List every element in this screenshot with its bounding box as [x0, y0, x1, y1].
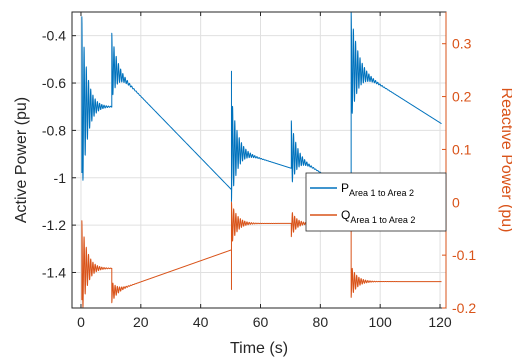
y-right-tick-label: 0.2 [452, 89, 472, 105]
plot-frame [71, 11, 447, 309]
series-line-active-power [81, 11, 442, 202]
x-axis-label: Time (s) [230, 340, 288, 357]
x-tick-label: 80 [313, 314, 329, 330]
x-tick-label: 20 [133, 314, 149, 330]
legend-entry-q-sub: Area 1 to Area 2 [350, 215, 415, 225]
axis-layer: 0 20 40 60 80 100 120 -1.4 -1.2 -1 -0.8 -0.6 -0.4 -0.… [42, 12, 476, 330]
y-right-tick-label: 0.1 [452, 141, 472, 157]
y-right-tick-label: -0.2 [452, 300, 476, 316]
legend-entry-p: PArea 1 to Area 2 [341, 181, 414, 198]
legend: PArea 1 to Area 2 QArea 1 to Area 2 [305, 172, 447, 232]
x-tick-label: 60 [253, 314, 269, 330]
series-line-reactive-power [81, 201, 442, 308]
y-left-tick-label: -1.2 [42, 217, 66, 233]
x-tick-label: 120 [428, 314, 452, 330]
y-right-tick-label: 0.3 [452, 36, 472, 52]
legend-entry-q: QArea 1 to Area 2 [341, 208, 415, 225]
y-left-tick-label: -1.4 [42, 264, 66, 280]
x-tick-label: 0 [77, 314, 85, 330]
y-left-tick-label: -1 [54, 170, 67, 186]
y-axis-label-right: Reactive Power (pu) [498, 88, 512, 233]
y-right-tick-label: 0 [452, 194, 460, 210]
x-tick-label: 100 [368, 314, 392, 330]
y-right-tick-label: -0.1 [452, 247, 476, 263]
x-tick-label: 40 [193, 314, 209, 330]
legend-entry-p-main: P [341, 181, 349, 195]
y-left-tick-label: -0.8 [42, 122, 66, 138]
grid-layer [72, 12, 446, 308]
y-axis-label-left: Active Power (pu) [13, 97, 30, 223]
legend-box [305, 172, 447, 232]
y-left-tick-label: -0.4 [42, 28, 66, 44]
legend-entry-p-sub: Area 1 to Area 2 [349, 188, 414, 198]
series-layer [81, 11, 442, 308]
legend-entry-q-main: Q [341, 208, 350, 222]
y-left-tick-label: -0.6 [42, 75, 66, 91]
